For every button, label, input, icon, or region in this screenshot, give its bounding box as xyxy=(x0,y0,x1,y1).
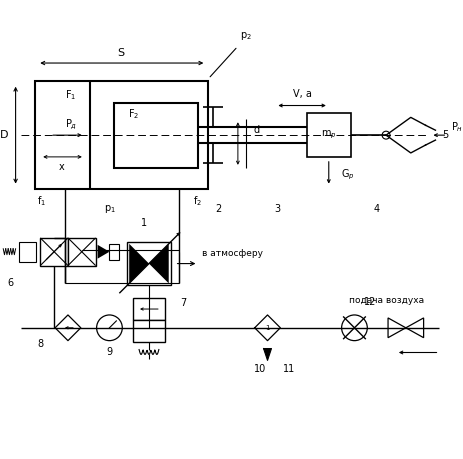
Text: в атмосферу: в атмосферу xyxy=(202,249,263,258)
Text: f$_2$: f$_2$ xyxy=(193,195,202,208)
Text: F$_1$: F$_1$ xyxy=(65,88,76,101)
Bar xyxy=(133,298,164,320)
Text: 7: 7 xyxy=(180,298,186,308)
Bar xyxy=(127,242,170,285)
Text: P$_д$: P$_д$ xyxy=(65,118,77,133)
Text: V, a: V, a xyxy=(292,89,311,99)
Text: f$_1$: f$_1$ xyxy=(37,195,46,208)
Text: 3: 3 xyxy=(274,204,280,214)
Text: F$_2$: F$_2$ xyxy=(128,107,139,121)
Text: 11: 11 xyxy=(282,364,295,374)
Polygon shape xyxy=(263,348,271,360)
Text: 2: 2 xyxy=(214,204,221,214)
Circle shape xyxy=(96,315,122,341)
Text: x: x xyxy=(59,162,65,172)
Circle shape xyxy=(382,131,389,139)
Bar xyxy=(19,242,36,262)
Text: 9: 9 xyxy=(106,347,112,357)
Text: p$_2$: p$_2$ xyxy=(239,30,251,42)
Text: 1: 1 xyxy=(141,218,147,228)
Text: 4: 4 xyxy=(372,204,378,214)
Text: подача воздуха: подача воздуха xyxy=(348,296,423,305)
Text: 1: 1 xyxy=(265,325,269,331)
Bar xyxy=(35,81,208,190)
Bar xyxy=(109,244,119,260)
Text: 8: 8 xyxy=(37,339,43,348)
Bar xyxy=(68,238,95,266)
Bar xyxy=(40,238,68,266)
Bar xyxy=(133,320,164,341)
Text: 10: 10 xyxy=(253,364,265,374)
Text: D: D xyxy=(0,130,8,140)
Text: p$_1$: p$_1$ xyxy=(103,203,115,215)
Text: m$_р$: m$_р$ xyxy=(321,129,336,141)
Text: d: d xyxy=(253,125,259,135)
Polygon shape xyxy=(129,244,149,283)
Text: G$_р$: G$_р$ xyxy=(340,168,353,182)
Polygon shape xyxy=(387,318,405,338)
Text: P$_н$: P$_н$ xyxy=(450,120,463,134)
Polygon shape xyxy=(97,245,109,258)
Circle shape xyxy=(341,315,367,341)
Bar xyxy=(307,113,351,157)
Text: S: S xyxy=(118,48,125,58)
Text: 5: 5 xyxy=(441,130,448,140)
Text: 6: 6 xyxy=(7,278,14,288)
Polygon shape xyxy=(405,318,423,338)
Polygon shape xyxy=(149,244,169,283)
Bar xyxy=(114,102,198,168)
Text: 12: 12 xyxy=(363,297,376,307)
